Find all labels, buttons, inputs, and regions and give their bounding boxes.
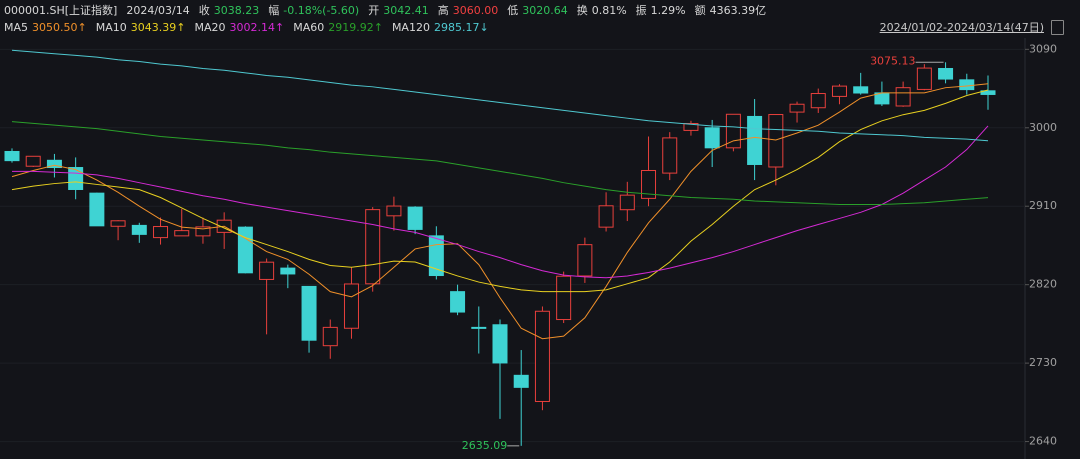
quote-value: 4363.39亿 bbox=[709, 4, 767, 17]
quote-value: 3060.00 bbox=[452, 3, 499, 17]
candle-body bbox=[174, 230, 190, 237]
candle-body bbox=[46, 159, 62, 169]
settings-icon[interactable] bbox=[1051, 20, 1064, 35]
candle-body bbox=[789, 103, 805, 113]
candle-body bbox=[853, 86, 869, 94]
y-tick-label: 2820 bbox=[1029, 278, 1057, 291]
legend-value: 2919.92↑ bbox=[328, 20, 383, 34]
candle-body bbox=[810, 93, 826, 109]
quote-label: 额 bbox=[694, 4, 706, 17]
candle-body bbox=[513, 374, 529, 388]
quote-label: 振 bbox=[635, 4, 647, 17]
candle-body bbox=[89, 192, 105, 227]
legend-value: 3050.50↑ bbox=[32, 20, 87, 34]
annotation: 2635.09 bbox=[462, 439, 508, 452]
candle-body bbox=[407, 206, 423, 230]
ma-line bbox=[11, 83, 989, 340]
legend-row: MA5 3050.50↑ MA10 3043.39↑ MA20 3002.14↑ MA60 2… bbox=[4, 19, 498, 35]
legend-name: MA120 bbox=[391, 20, 430, 34]
legend-name: MA5 bbox=[4, 20, 29, 34]
symbol: 000001.SH[上证指数] bbox=[4, 4, 118, 17]
date: 2024/03/14 bbox=[126, 3, 190, 17]
legend-name: MA10 bbox=[95, 20, 127, 34]
candle-body bbox=[895, 87, 911, 107]
quote-label: 幅 bbox=[268, 4, 280, 17]
candle-body bbox=[386, 205, 402, 217]
annotation: 3075.13 bbox=[870, 54, 916, 67]
candle-body bbox=[450, 291, 466, 313]
candle-body bbox=[704, 127, 720, 149]
candle-body bbox=[471, 326, 487, 329]
quote-label: 换 bbox=[576, 4, 588, 17]
candle-body bbox=[131, 224, 147, 235]
quote-label: 低 bbox=[507, 4, 519, 17]
candle-body bbox=[259, 261, 275, 280]
candle-body bbox=[938, 68, 954, 80]
y-tick-label: 3090 bbox=[1029, 42, 1057, 55]
candle-body bbox=[980, 90, 996, 95]
quote-label: 开 bbox=[368, 4, 380, 17]
candle-body bbox=[4, 150, 20, 162]
candle-body bbox=[492, 324, 508, 364]
ma-line bbox=[11, 121, 989, 205]
candle-body bbox=[619, 194, 635, 211]
quote-value: 1.29% bbox=[650, 3, 686, 17]
y-tick-label: 2640 bbox=[1029, 435, 1057, 448]
candle-body bbox=[25, 155, 41, 167]
quote-row: 000001.SH[上证指数] 2024/03/14 收 3038.23 幅 -0.1… bbox=[4, 2, 775, 18]
candle-body bbox=[534, 310, 550, 402]
candle-body bbox=[747, 115, 763, 165]
candle-body bbox=[280, 267, 296, 275]
candle-body bbox=[237, 226, 253, 274]
candle-body bbox=[322, 326, 338, 347]
y-tick-label: 3000 bbox=[1029, 121, 1057, 134]
candle-body bbox=[365, 209, 381, 285]
y-tick-label: 2910 bbox=[1029, 199, 1057, 212]
candle-body bbox=[556, 275, 572, 321]
candle-body bbox=[343, 283, 359, 329]
candle-body bbox=[110, 220, 126, 227]
ma-line bbox=[11, 89, 989, 293]
quote-value: 3038.23 bbox=[213, 3, 260, 17]
candle-body bbox=[641, 169, 657, 199]
candle-body bbox=[68, 167, 84, 190]
candle-body bbox=[831, 85, 847, 97]
candle-body bbox=[577, 244, 593, 277]
quote-value: 3020.64 bbox=[522, 3, 568, 17]
candle-body bbox=[725, 113, 741, 149]
quote-value: 3042.41 bbox=[383, 3, 429, 17]
candle-body bbox=[153, 226, 169, 239]
quote-value: 0.81% bbox=[591, 3, 627, 17]
candle-body bbox=[662, 137, 678, 174]
candle-body bbox=[301, 285, 317, 341]
candle-body bbox=[768, 114, 784, 168]
legend-value: 3043.39↑ bbox=[130, 20, 186, 34]
candle-body bbox=[959, 79, 975, 91]
legend-value: 2985.17↓ bbox=[433, 20, 489, 34]
y-tick-label: 2730 bbox=[1029, 356, 1057, 369]
ma-line bbox=[12, 125, 989, 279]
quote-label: 高 bbox=[437, 4, 449, 17]
legend-name: MA20 bbox=[194, 20, 226, 34]
candle-body bbox=[598, 205, 614, 228]
quote-label: 收 bbox=[198, 4, 210, 17]
date-range[interactable]: 2024/01/02-2024/03/14(47日) bbox=[879, 21, 1044, 34]
candle-body bbox=[195, 226, 211, 237]
legend-name: MA60 bbox=[293, 20, 325, 34]
legend-value: 3002.14↑ bbox=[229, 20, 285, 34]
candle-body bbox=[428, 235, 444, 277]
candle-body bbox=[683, 123, 699, 131]
candle-body bbox=[916, 67, 932, 90]
ma-line bbox=[11, 49, 989, 142]
quote-value: -0.18%(-5.60) bbox=[283, 3, 360, 17]
